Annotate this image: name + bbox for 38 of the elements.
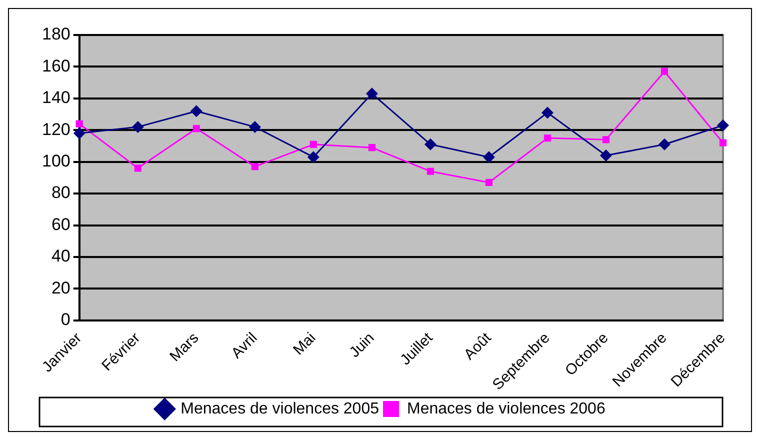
- point: [717, 119, 729, 132]
- point: [310, 140, 317, 148]
- y-tick-label: 40: [51, 246, 70, 266]
- point: [426, 168, 434, 175]
- point: [719, 139, 727, 146]
- y-tick-label: 100: [42, 152, 70, 171]
- point: [658, 138, 670, 150]
- point: [366, 88, 378, 100]
- point: [190, 105, 202, 118]
- point: [544, 134, 551, 142]
- point: [132, 120, 144, 133]
- point: [192, 125, 200, 132]
- point: [76, 120, 83, 128]
- legend-label: Menaces de violences 2005: [180, 400, 380, 418]
- y-tick-label: 140: [42, 88, 70, 108]
- legend-label: Menaces de violences 2006: [407, 400, 606, 418]
- x-tick-label: Juin: [346, 329, 378, 361]
- point: [482, 151, 495, 164]
- y-tick-label: 80: [51, 183, 70, 202]
- point: [307, 151, 320, 164]
- y-tick-label: 160: [42, 56, 70, 76]
- point: [368, 144, 376, 152]
- y-tick-label: 60: [51, 214, 70, 234]
- point: [485, 178, 492, 186]
- y-tick-label: 0: [60, 310, 70, 330]
- point: [660, 68, 668, 75]
- y-tick-label: 180: [42, 24, 70, 44]
- point: [602, 136, 610, 144]
- y-tick-label: 20: [51, 278, 70, 298]
- point: [251, 163, 258, 170]
- point: [73, 127, 86, 140]
- point: [541, 106, 554, 119]
- point: [600, 150, 612, 162]
- x-tick-label: Mai: [290, 329, 320, 359]
- point: [248, 120, 261, 133]
- point: [134, 164, 142, 172]
- point: [424, 138, 436, 150]
- y-tick-label: 120: [42, 120, 70, 139]
